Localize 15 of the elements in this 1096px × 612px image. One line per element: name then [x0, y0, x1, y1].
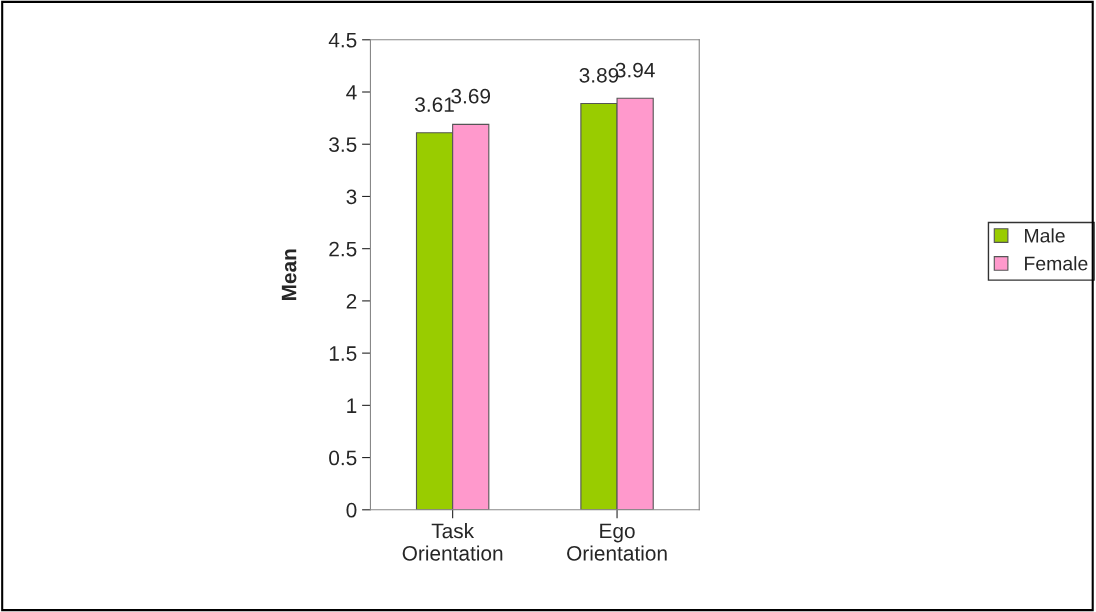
- y-tick-label: 2.5: [329, 241, 357, 257]
- y-tick-label: 4: [346, 85, 357, 100]
- y-tick-label: 3: [346, 189, 357, 205]
- y-tick-label: 2: [346, 293, 357, 309]
- y-tick-label: 3.5: [329, 137, 357, 152]
- legend-label: Female: [1025, 256, 1088, 271]
- y-tick-label: 4.5: [328, 33, 357, 48]
- y-tick-label: 0.5: [329, 450, 357, 466]
- legend-label: Male: [1025, 228, 1065, 243]
- y-tick-label: 0: [346, 502, 357, 518]
- y-axis-title: Mean: [281, 249, 297, 301]
- y-tick-label: 1: [347, 398, 357, 413]
- x-tick-label: Task Orientation: [402, 522, 503, 561]
- x-tick-label: Ego Orientation: [567, 523, 667, 561]
- y-tick-label: 1.5: [329, 346, 357, 361]
